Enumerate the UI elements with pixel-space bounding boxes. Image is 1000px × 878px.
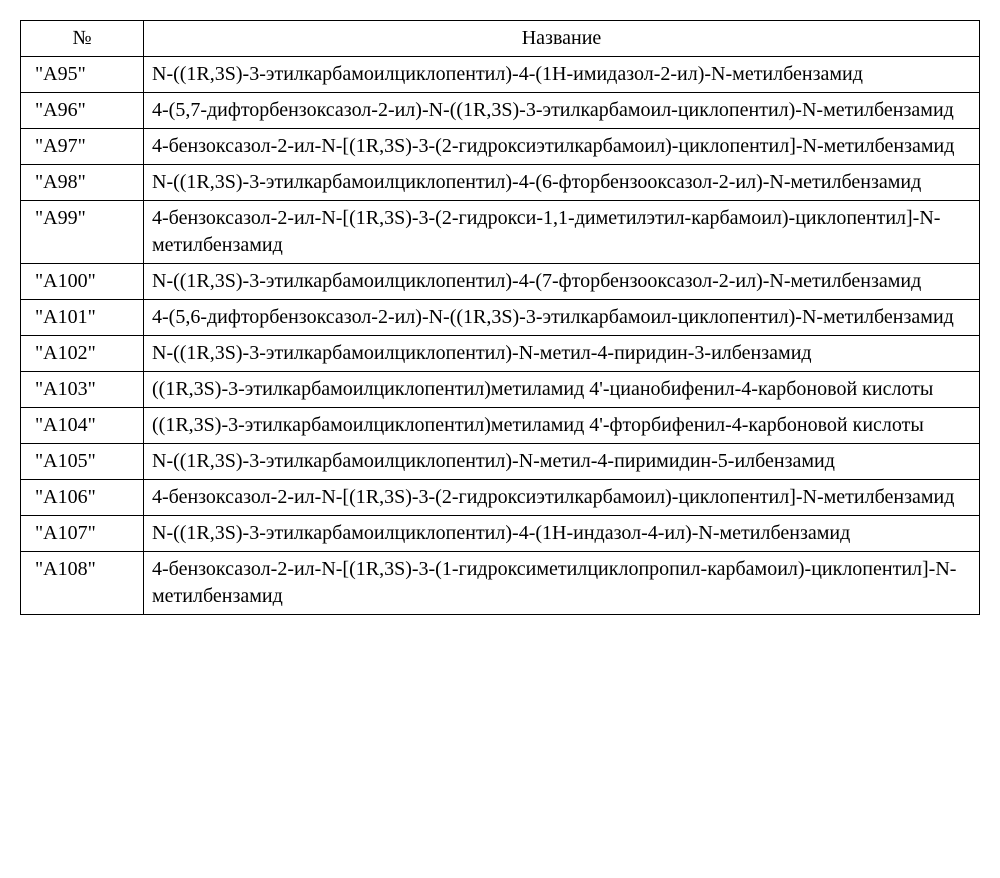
table-row: "A97" 4-бензоксазол-2-ил-N-[(1R,3S)-3-(2… [21,129,980,165]
table-row: "A101" 4-(5,6-дифторбензоксазол-2-ил)-N-… [21,300,980,336]
compound-table: № Название "A95" N-((1R,3S)-3-этилкарбам… [20,20,980,615]
cell-num: "A105" [21,444,144,480]
cell-num: "A102" [21,336,144,372]
cell-num: "A104" [21,408,144,444]
cell-name: 4-(5,6-дифторбензоксазол-2-ил)-N-((1R,3S… [144,300,980,336]
cell-name: N-((1R,3S)-3-этилкарбамоилциклопентил)-4… [144,57,980,93]
table-row: "A96" 4-(5,7-дифторбензоксазол-2-ил)-N-(… [21,93,980,129]
table-row: "A99" 4-бензоксазол-2-ил-N-[(1R,3S)-3-(2… [21,201,980,264]
cell-name: N-((1R,3S)-3-этилкарбамоилциклопентил)-N… [144,336,980,372]
header-name: Название [144,21,980,57]
cell-name: 4-бензоксазол-2-ил-N-[(1R,3S)-3-(2-гидро… [144,201,980,264]
cell-num: "A96" [21,93,144,129]
cell-name: ((1R,3S)-3-этилкарбамоилциклопентил)мети… [144,408,980,444]
table-header-row: № Название [21,21,980,57]
cell-num: "A98" [21,165,144,201]
table-row: "A95" N-((1R,3S)-3-этилкарбамоилциклопен… [21,57,980,93]
cell-num: "A106" [21,480,144,516]
cell-name: 4-бензоксазол-2-ил-N-[(1R,3S)-3-(1-гидро… [144,552,980,615]
cell-num: "A101" [21,300,144,336]
cell-num: "A107" [21,516,144,552]
cell-num: "A100" [21,264,144,300]
cell-name: 4-(5,7-дифторбензоксазол-2-ил)-N-((1R,3S… [144,93,980,129]
table-row: "A103" ((1R,3S)-3-этилкарбамоилциклопент… [21,372,980,408]
cell-num: "A99" [21,201,144,264]
cell-num: "A95" [21,57,144,93]
cell-name: N-((1R,3S)-3-этилкарбамоилциклопентил)-4… [144,165,980,201]
cell-num: "A97" [21,129,144,165]
cell-name: ((1R,3S)-3-этилкарбамоилциклопентил)мети… [144,372,980,408]
cell-name: 4-бензоксазол-2-ил-N-[(1R,3S)-3-(2-гидро… [144,129,980,165]
cell-num: "A108" [21,552,144,615]
table-row: "A107" N-((1R,3S)-3-этилкарбамоилциклопе… [21,516,980,552]
cell-name: N-((1R,3S)-3-этилкарбамоилциклопентил)-4… [144,516,980,552]
cell-name: 4-бензоксазол-2-ил-N-[(1R,3S)-3-(2-гидро… [144,480,980,516]
table-row: "A104" ((1R,3S)-3-этилкарбамоилциклопент… [21,408,980,444]
table-row: "A108" 4-бензоксазол-2-ил-N-[(1R,3S)-3-(… [21,552,980,615]
table-row: "A100" N-((1R,3S)-3-этилкарбамоилциклопе… [21,264,980,300]
table-row: "A105" N-((1R,3S)-3-этилкарбамоилциклопе… [21,444,980,480]
table-row: "A106" 4-бензоксазол-2-ил-N-[(1R,3S)-3-(… [21,480,980,516]
cell-name: N-((1R,3S)-3-этилкарбамоилциклопентил)-4… [144,264,980,300]
table-row: "A102" N-((1R,3S)-3-этилкарбамоилциклопе… [21,336,980,372]
cell-name: N-((1R,3S)-3-этилкарбамоилциклопентил)-N… [144,444,980,480]
cell-num: "A103" [21,372,144,408]
header-num: № [21,21,144,57]
table-row: "A98" N-((1R,3S)-3-этилкарбамоилциклопен… [21,165,980,201]
